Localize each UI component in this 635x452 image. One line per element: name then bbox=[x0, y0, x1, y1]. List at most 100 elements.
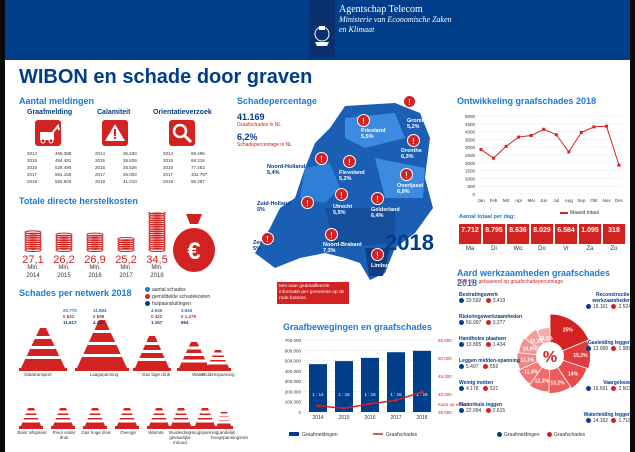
cone-top-1-stripe bbox=[93, 330, 111, 333]
cost-year: 2016 bbox=[88, 273, 102, 279]
cone-top-0-stripe bbox=[35, 336, 51, 339]
cost-unit: Mln. bbox=[89, 265, 101, 271]
pin-zeeland[interactable]: ! bbox=[261, 232, 274, 245]
cost-year: 2014 bbox=[26, 273, 40, 279]
map-title: Schadepercentage bbox=[237, 96, 318, 106]
cone-top-2-stripe bbox=[138, 358, 166, 361]
graafbewegingen-title: Graafbewegingen en graafschades bbox=[283, 322, 433, 332]
cost-year: 2018 bbox=[150, 273, 164, 279]
day-count-box: 8.636 bbox=[507, 224, 529, 244]
maand-legend: Maand totaal bbox=[560, 210, 599, 216]
pin-limburg[interactable]: ! bbox=[371, 248, 384, 261]
cone-top-3-stripe bbox=[188, 346, 200, 350]
coin-stack-ring bbox=[148, 226, 166, 230]
aard-donut-chart: 25% 15,2% 14%13,2%12,3% 11,4% 11,1% 10,8% 10,3… bbox=[516, 313, 591, 394]
coin-stack-ring bbox=[117, 241, 135, 246]
coins-stacks bbox=[24, 212, 166, 252]
coin-stack-ring bbox=[148, 237, 166, 241]
coat-of-arms-icon bbox=[314, 26, 330, 46]
coin-stack-ring bbox=[148, 223, 166, 228]
legend-line-label: Graafschades bbox=[386, 432, 418, 438]
wedge-label: 11,1% bbox=[520, 358, 534, 364]
stat-graafschades: 41.169 bbox=[237, 112, 265, 122]
ministry-line-1: Ministerie van Economische Zaken bbox=[339, 15, 452, 24]
coin-stack-ring bbox=[24, 230, 42, 235]
kans-label: 1 : 15 bbox=[338, 392, 350, 397]
wedge-label: 10,8% bbox=[523, 347, 538, 353]
pin-zuid-holland[interactable]: ! bbox=[301, 196, 314, 209]
prov-noord-holland: Noord-Holland 5,4% bbox=[267, 164, 306, 176]
aard-values: 16.561 2.503 bbox=[579, 386, 630, 392]
coin-stack-ring bbox=[55, 241, 73, 246]
x-tick-label: Sep bbox=[577, 198, 586, 203]
cost-value: 25,2 bbox=[115, 254, 137, 266]
aard-item-left: Handholes plaatsen 13.895 1.434 bbox=[459, 336, 539, 348]
cone-label-top: Gas lage druk bbox=[141, 372, 170, 377]
pin-noord-holland[interactable]: ! bbox=[315, 152, 328, 165]
x-tick-label: 2014 bbox=[312, 415, 323, 421]
day-count-box: 1.095 bbox=[579, 224, 601, 244]
cone-bottom-5-base bbox=[169, 426, 193, 429]
coin-stack-ring bbox=[148, 243, 166, 248]
aard-values: 16.161 2.524 bbox=[579, 304, 630, 310]
y-tick-label: 2500 bbox=[465, 153, 476, 158]
coin-stack-ring bbox=[148, 241, 166, 246]
cone-bottom-2-stripe bbox=[90, 410, 100, 414]
cone-bottom-1-stripe bbox=[56, 415, 70, 418]
pin-utrecht[interactable]: ! bbox=[335, 188, 348, 201]
aard-values: 14.162 1.718 bbox=[579, 418, 630, 424]
cone-bottom-3-stripe bbox=[122, 410, 132, 414]
wedge-label: 15,2% bbox=[573, 353, 588, 359]
stat-percentage-label: Schadepercentage in NL bbox=[237, 142, 293, 148]
y-tick-label: 2000 bbox=[465, 161, 476, 166]
prov-zuid-holland: Zuid-Holland 5% bbox=[257, 201, 291, 213]
cone-value: 11.617 bbox=[63, 320, 77, 325]
pin-noord-brabant[interactable]: ! bbox=[325, 228, 338, 241]
coin-stack-ring bbox=[148, 221, 166, 226]
y-tick-label: 400.000 bbox=[285, 369, 302, 374]
pin-friesland[interactable]: ! bbox=[357, 114, 370, 127]
pin-gelderland[interactable]: ! bbox=[371, 192, 384, 205]
x-tick-label: Mei bbox=[528, 198, 535, 203]
coin-stack-ring bbox=[24, 245, 42, 250]
cone-bottom-7-stripe bbox=[218, 420, 230, 424]
day-count-box: 8.795 bbox=[483, 224, 505, 244]
pin-drenthe[interactable]: ! bbox=[407, 134, 420, 147]
cone-bottom-7-stripe bbox=[219, 417, 229, 420]
aard-label: Handholes plaatsen bbox=[459, 336, 507, 342]
x-tick-label: Okt bbox=[590, 198, 598, 203]
graafmelding-table: 2014 465.388 2015 494.481 2016 526.490 2017… bbox=[27, 151, 72, 184]
coin-stack-ring bbox=[24, 239, 42, 244]
coin-stack-ring bbox=[55, 234, 73, 239]
cone-bottom-0-stripe bbox=[24, 415, 38, 418]
cone-bottom-0-base bbox=[19, 426, 43, 429]
kans-label: 1 : 14 bbox=[312, 392, 324, 397]
aard-item-right: Gasleiding leggen 13.068 1.989 bbox=[579, 340, 630, 352]
point-graafschades bbox=[394, 398, 398, 402]
bar-graafmeldingen bbox=[413, 350, 431, 412]
coin-stack-ring bbox=[86, 234, 104, 239]
coin-stack-ring bbox=[55, 248, 73, 252]
cone-top-0-base bbox=[19, 368, 67, 371]
aard-label: Waterleiding leggen bbox=[583, 412, 630, 418]
coin-stack-ring bbox=[86, 239, 104, 244]
day-name: Wo bbox=[513, 246, 523, 252]
meldingen-title: Aantal meldingen bbox=[19, 96, 95, 106]
cone-bottom-4-base bbox=[147, 426, 171, 429]
pin-overijssel[interactable]: ! bbox=[400, 168, 413, 181]
cone-bottom-7-base bbox=[215, 426, 233, 429]
pin-flevoland[interactable]: ! bbox=[343, 155, 356, 168]
warning-icon bbox=[102, 120, 128, 146]
y-tick-label: 4500 bbox=[465, 122, 476, 127]
y-tick-label: 500 bbox=[467, 184, 475, 189]
cat-calamiteit: Calamiteit bbox=[97, 109, 131, 116]
pin-groningen[interactable]: ! bbox=[403, 95, 416, 108]
prov-groningen: Groningen 5,2% bbox=[407, 118, 435, 130]
per-dag-title: Aantal totaal per dag: bbox=[459, 214, 516, 220]
donut-wedge bbox=[548, 339, 591, 370]
aard-item-right: Waterleiding leggen 14.162 1.718 bbox=[579, 412, 630, 424]
wedge-label: 13,2% bbox=[550, 380, 565, 386]
cone-value: € 1.279 bbox=[181, 314, 197, 319]
cone-label-top: Datatransport bbox=[24, 372, 52, 377]
x-tick-label: 2016 bbox=[364, 415, 375, 421]
